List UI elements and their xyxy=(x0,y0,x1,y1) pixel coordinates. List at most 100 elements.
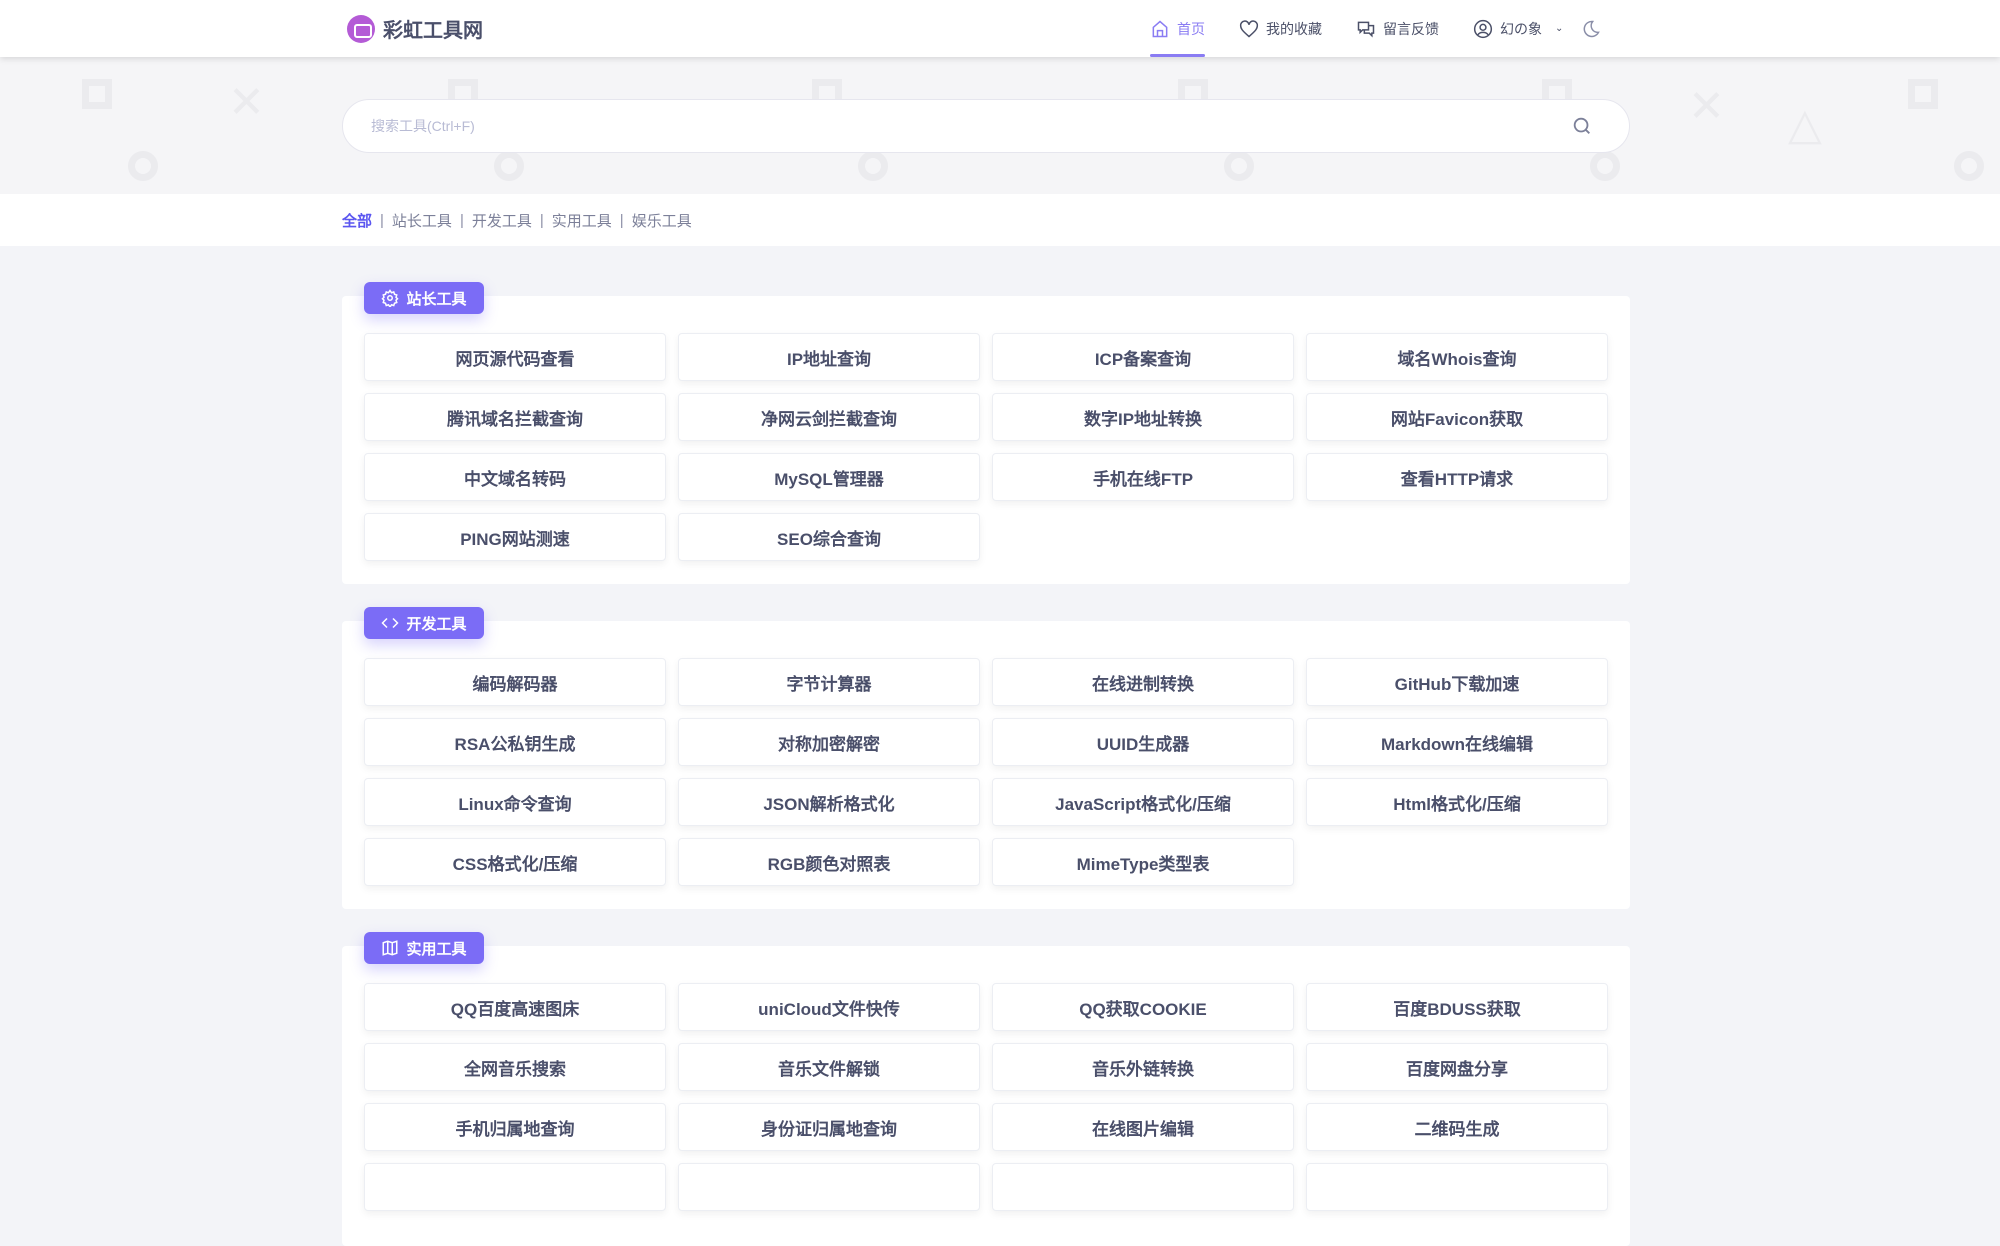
home-icon xyxy=(1152,20,1168,37)
section-badge-utility: 实用工具 xyxy=(364,932,484,964)
tool-button[interactable]: 对称加密解密 xyxy=(678,718,980,766)
tool-button[interactable]: ICP备案查询 xyxy=(992,333,1294,381)
gear-icon xyxy=(381,289,400,307)
chat-icon xyxy=(1357,21,1375,37)
tool-button[interactable]: SEO综合查询 xyxy=(678,513,980,561)
tool-button[interactable]: 网站Favicon获取 xyxy=(1306,393,1608,441)
section-title: 站长工具 xyxy=(406,290,467,308)
toolbox-icon xyxy=(347,14,375,43)
tool-button[interactable]: 数字IP地址转换 xyxy=(992,393,1294,441)
section-utility-tools: QQ百度高速图床 uniCloud文件快传 QQ获取COOKIE 百度BDUSS获取全… xyxy=(342,946,1630,1246)
tool-button[interactable]: Html格式化/压缩 xyxy=(1306,778,1608,826)
site-name: 彩虹工具网 xyxy=(383,20,483,42)
tool-button[interactable]: Markdown在线编辑 xyxy=(1306,718,1608,766)
separator: | xyxy=(619,211,624,229)
nav-home[interactable]: 首页 xyxy=(1150,0,1205,57)
triangle-shape: △ xyxy=(1788,100,1822,149)
tool-button[interactable]: UUID生成器 xyxy=(992,718,1294,766)
tool-button[interactable]: 腾讯域名拦截查询 xyxy=(364,393,666,441)
code-icon xyxy=(381,617,400,629)
tool-button[interactable]: 音乐文件解锁 xyxy=(678,1043,980,1091)
tool-button[interactable] xyxy=(992,1163,1294,1211)
category-webmaster[interactable]: 站长工具 xyxy=(391,212,452,230)
square-shape xyxy=(1908,79,1938,109)
tool-button[interactable]: QQ获取COOKIE xyxy=(992,983,1294,1031)
tool-button[interactable]: 身份证归属地查询 xyxy=(678,1103,980,1151)
category-utility[interactable]: 实用工具 xyxy=(551,212,612,230)
circle-shape xyxy=(494,151,524,181)
hero-background: ✕ ✕ △ xyxy=(0,57,2000,194)
square-shape xyxy=(82,79,112,109)
category-fun[interactable]: 娱乐工具 xyxy=(631,212,692,230)
site-logo[interactable]: 彩虹工具网 xyxy=(347,14,483,43)
tool-button[interactable]: 二维码生成 xyxy=(1306,1103,1608,1151)
tool-button[interactable]: JSON解析格式化 xyxy=(678,778,980,826)
circle-shape xyxy=(128,151,158,181)
tool-button[interactable]: 全网音乐搜索 xyxy=(364,1043,666,1091)
tool-button[interactable]: MySQL管理器 xyxy=(678,453,980,501)
category-dev[interactable]: 开发工具 xyxy=(471,212,532,230)
nav-label: 我的收藏 xyxy=(1266,20,1322,37)
tool-button[interactable]: 网页源代码查看 xyxy=(364,333,666,381)
separator: | xyxy=(539,211,544,229)
tool-button[interactable]: uniCloud文件快传 xyxy=(678,983,980,1031)
top-navbar: 彩虹工具网 首页 我的收藏 留言反馈 幻の象 ⌄ xyxy=(0,0,2000,57)
tool-button[interactable]: 字节计算器 xyxy=(678,658,980,706)
separator: | xyxy=(380,211,384,229)
tool-button[interactable]: RGB颜色对照表 xyxy=(678,838,980,886)
tool-button[interactable] xyxy=(364,1163,666,1211)
circle-shape xyxy=(1590,151,1620,181)
moon-icon xyxy=(1583,20,1601,37)
tool-button[interactable]: 百度网盘分享 xyxy=(1306,1043,1608,1091)
tool-button[interactable]: 在线图片编辑 xyxy=(992,1103,1294,1151)
nav-favorites[interactable]: 我的收藏 xyxy=(1239,0,1322,57)
cross-shape: ✕ xyxy=(1688,82,1725,131)
user-name: 幻の象 xyxy=(1500,20,1542,37)
tool-button[interactable]: IP地址查询 xyxy=(678,333,980,381)
cross-shape: ✕ xyxy=(228,78,265,127)
circle-shape xyxy=(858,151,888,181)
search-icon[interactable] xyxy=(1571,115,1593,137)
tool-button[interactable]: 在线进制转换 xyxy=(992,658,1294,706)
map-icon xyxy=(382,940,398,956)
tool-button[interactable]: MimeType类型表 xyxy=(992,838,1294,886)
tool-button[interactable]: QQ百度高速图床 xyxy=(364,983,666,1031)
tool-button[interactable] xyxy=(678,1163,980,1211)
category-filter: 全部 | 站长工具 | 开发工具 | 实用工具 | 娱乐工具 xyxy=(0,194,2000,246)
tool-button[interactable]: 净网云剑拦截查询 xyxy=(678,393,980,441)
search-bar xyxy=(342,99,1630,153)
tool-button[interactable]: 百度BDUSS获取 xyxy=(1306,983,1608,1031)
section-title: 开发工具 xyxy=(406,615,467,633)
user-menu[interactable]: 幻の象 ⌄ xyxy=(1473,0,1563,57)
tool-button[interactable]: 手机归属地查询 xyxy=(364,1103,666,1151)
tool-button[interactable]: Linux命令查询 xyxy=(364,778,666,826)
search-input[interactable] xyxy=(371,100,1521,152)
tool-button[interactable]: GitHub下载加速 xyxy=(1306,658,1608,706)
tool-button[interactable]: JavaScript格式化/压缩 xyxy=(992,778,1294,826)
tool-button[interactable]: CSS格式化/压缩 xyxy=(364,838,666,886)
nav-label: 留言反馈 xyxy=(1383,20,1439,37)
tool-button[interactable] xyxy=(1306,1163,1608,1211)
section-badge-dev: 开发工具 xyxy=(364,607,484,639)
theme-toggle-button[interactable] xyxy=(1581,0,1601,57)
section-title: 实用工具 xyxy=(406,940,467,958)
section-webmaster-tools: 网页源代码查看 IP地址查询 ICP备案查询 域名Whois查询腾讯域名拦截查询 净网云… xyxy=(342,296,1630,584)
chevron-down-icon: ⌄ xyxy=(1555,23,1564,34)
tool-button[interactable]: 手机在线FTP xyxy=(992,453,1294,501)
user-icon xyxy=(1473,19,1493,38)
circle-shape xyxy=(1954,151,1984,181)
section-badge-webmaster: 站长工具 xyxy=(364,282,484,314)
tool-button[interactable]: 中文域名转码 xyxy=(364,453,666,501)
separator: | xyxy=(459,211,464,229)
category-all[interactable]: 全部 xyxy=(342,212,373,230)
tool-button[interactable]: 编码解码器 xyxy=(364,658,666,706)
section-dev-tools: 编码解码器 字节计算器 在线进制转换 GitHub下载加速 RSA公私钥生成 对称加密解密… xyxy=(342,621,1630,909)
tool-button[interactable]: 音乐外链转换 xyxy=(992,1043,1294,1091)
tool-button[interactable]: 域名Whois查询 xyxy=(1306,333,1608,381)
tool-button[interactable]: 查看HTTP请求 xyxy=(1306,453,1608,501)
tool-button[interactable]: PING网站测速 xyxy=(364,513,666,561)
nav-label: 首页 xyxy=(1177,20,1205,37)
tool-button[interactable]: RSA公私钥生成 xyxy=(364,718,666,766)
circle-shape xyxy=(1224,151,1254,181)
nav-feedback[interactable]: 留言反馈 xyxy=(1356,0,1439,57)
